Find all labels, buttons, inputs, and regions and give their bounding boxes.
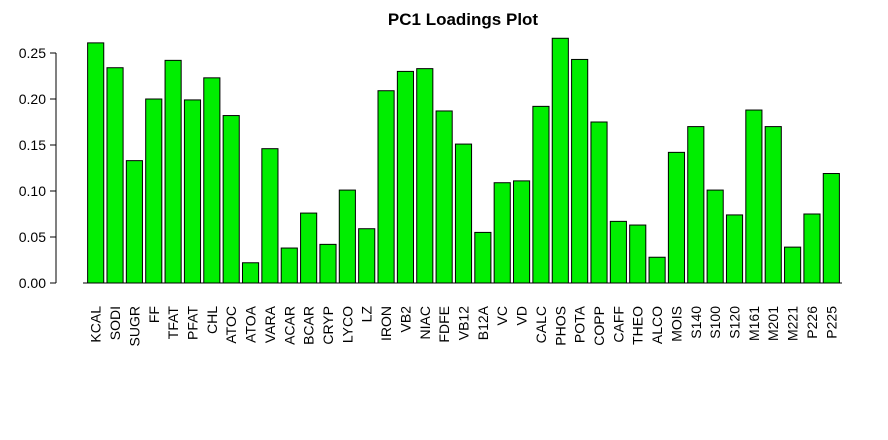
x-tick-label-vd: VD xyxy=(514,306,530,325)
y-tick-label: 0.15 xyxy=(19,137,46,153)
bar-niac xyxy=(416,68,434,284)
bar-mois xyxy=(667,151,686,284)
y-tick-label: 0.10 xyxy=(19,183,46,199)
bar-vara xyxy=(261,148,279,284)
x-tick-label-s100: S100 xyxy=(707,306,723,339)
bar-m201 xyxy=(764,126,782,284)
x-tick-label-atoa: ATOA xyxy=(243,305,259,342)
bar-pfat xyxy=(183,99,202,284)
bar-s100 xyxy=(706,189,724,284)
x-tick-label-p225: P225 xyxy=(823,306,839,339)
bar-pota xyxy=(571,58,589,284)
x-tick-label-vb2: VB2 xyxy=(397,306,413,333)
x-tick-label-niac: NIAC xyxy=(417,306,433,339)
x-tick-label-kcal: KCAL xyxy=(88,306,104,343)
bar-m221 xyxy=(784,246,802,284)
bar-b12a xyxy=(474,231,492,284)
x-tick-label-b12a: B12A xyxy=(475,305,491,340)
bar-tfat xyxy=(164,59,182,284)
bar-s140 xyxy=(687,126,705,284)
bars xyxy=(87,37,840,284)
x-tick-label-vb12: VB12 xyxy=(456,306,472,340)
bar-theo xyxy=(629,224,647,284)
x-tick-label-p226: P226 xyxy=(804,306,820,339)
x-tick-label-acar: ACAR xyxy=(281,306,297,345)
bar-atoc xyxy=(222,115,240,284)
y-axis: 0.00 0.05 0.10 0.15 0.20 0.25 xyxy=(19,45,57,291)
x-tick-label-mois: MOIS xyxy=(668,306,684,342)
x-tick-label-theo: THEO xyxy=(630,306,646,345)
x-tick-label-alco: ALCO xyxy=(649,306,665,344)
x-tick-label-m201: M201 xyxy=(765,306,781,341)
y-tick-label: 0.05 xyxy=(19,229,46,245)
bar-lyco xyxy=(338,189,356,284)
x-tick-label-iron: IRON xyxy=(378,306,394,341)
bar-p225 xyxy=(822,173,840,284)
x-tick-label-sodi: SODI xyxy=(107,306,123,340)
bar-vc xyxy=(493,182,511,284)
bar-copp xyxy=(590,121,608,284)
x-tick-label-sugr: SUGR xyxy=(126,306,142,346)
x-tick-label-m161: M161 xyxy=(746,306,762,341)
y-tick-label: 0.25 xyxy=(19,45,46,61)
bar-atoa xyxy=(241,262,260,284)
bar-m161 xyxy=(745,109,763,284)
x-tick-label-m221: M221 xyxy=(785,306,801,341)
x-tick-label-ff: FF xyxy=(146,306,162,323)
x-tick-label-phos: PHOS xyxy=(552,306,568,346)
x-tick-label-bcar: BCAR xyxy=(301,306,317,345)
x-tick-label-copp: COPP xyxy=(591,306,607,346)
bar-sugr xyxy=(125,160,143,284)
bar-s120 xyxy=(725,214,744,284)
x-tick-label-tfat: TFAT xyxy=(165,306,181,340)
x-tick-label-s120: S120 xyxy=(727,306,743,339)
x-tick-label-calc: CALC xyxy=(533,306,549,343)
x-tick-label-lyco: LYCO xyxy=(339,306,355,343)
bar-alco xyxy=(648,256,666,284)
x-tick-label-pota: POTA xyxy=(572,305,588,343)
x-tick-label-chl: CHL xyxy=(204,306,220,334)
y-tick-label: 0.00 xyxy=(19,275,46,291)
bar-vd xyxy=(513,180,531,284)
x-tick-label-cryp: CRYP xyxy=(320,306,336,345)
bar-sodi xyxy=(106,67,124,284)
bar-caff xyxy=(609,220,627,284)
bar-ff xyxy=(145,98,163,284)
x-axis-labels: KCAL SODI SUGR FF TFAT PFAT CHL ATOC ATOA VARA ACA… xyxy=(88,305,840,346)
bar-calc xyxy=(532,105,550,284)
y-tick-label: 0.20 xyxy=(19,91,46,107)
bar-phos xyxy=(551,37,569,284)
bar-acar xyxy=(280,247,298,284)
x-tick-label-s140: S140 xyxy=(688,306,704,339)
bar-chl xyxy=(203,77,221,284)
bar-vb2 xyxy=(396,70,414,284)
x-tick-label-fdfe: FDFE xyxy=(436,306,452,343)
bar-p226 xyxy=(803,213,821,284)
bar-bcar xyxy=(300,212,318,284)
bar-lz xyxy=(358,228,376,284)
x-tick-label-pfat: PFAT xyxy=(184,306,200,340)
x-tick-label-atoc: ATOC xyxy=(223,306,239,344)
x-tick-label-vara: VARA xyxy=(262,305,278,343)
x-tick-label-vc: VC xyxy=(494,306,510,325)
x-tick-label-lz: LZ xyxy=(359,306,375,323)
chart-title: PC1 Loadings Plot xyxy=(388,10,539,29)
bar-fdfe xyxy=(435,110,453,284)
bar-iron xyxy=(377,90,395,284)
x-tick-label-caff: CAFF xyxy=(610,306,626,343)
bar-kcal xyxy=(87,42,105,284)
bar-cryp xyxy=(319,243,337,284)
bar-vb12 xyxy=(454,143,473,284)
